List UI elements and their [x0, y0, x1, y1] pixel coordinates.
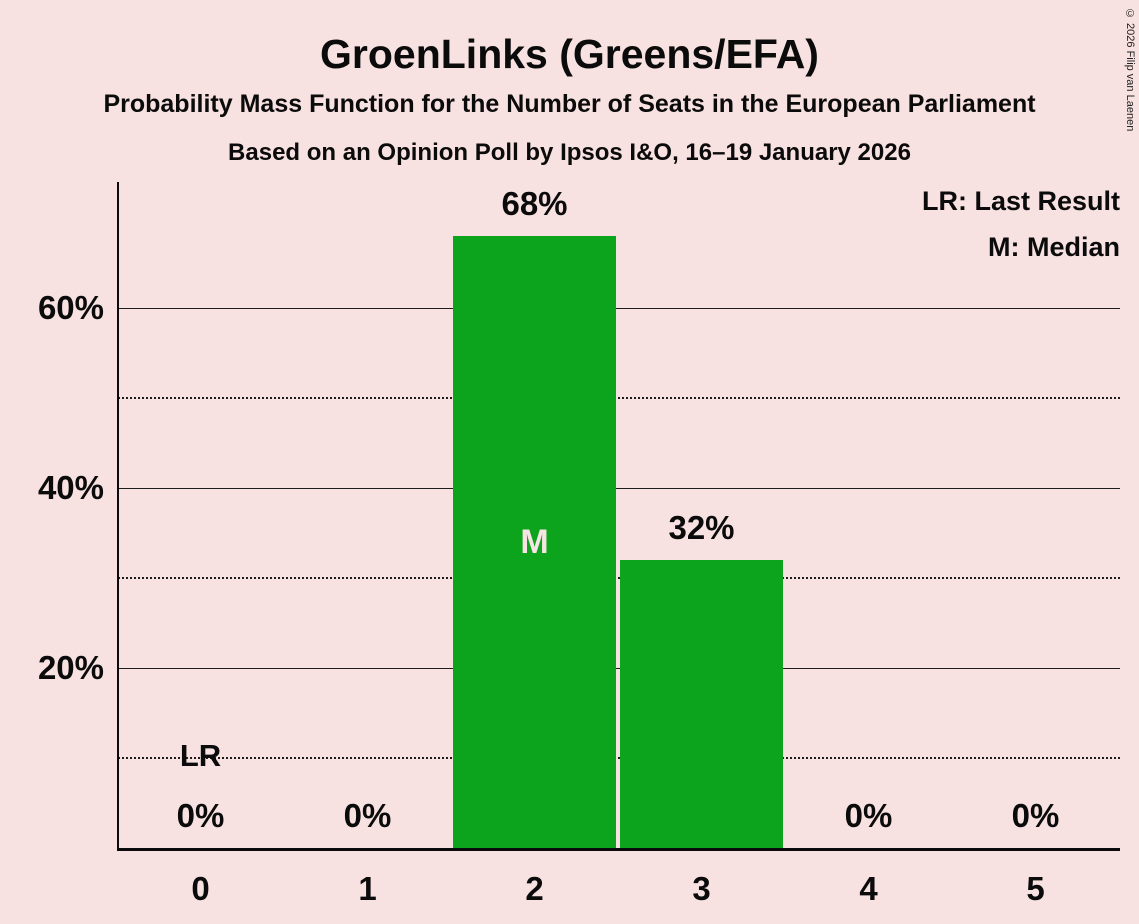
y-axis-line: [117, 182, 119, 850]
x-tick-label: 3: [692, 870, 711, 907]
bar-value-label: 68%: [501, 185, 568, 222]
gridline-dotted: [118, 577, 1120, 579]
gridline-dotted: [118, 757, 1120, 759]
chart-subtitle-1: Probability Mass Function for the Number…: [103, 90, 1036, 118]
bar-value-label: 32%: [668, 509, 735, 546]
y-tick-label: 60%: [37, 289, 104, 326]
gridline-dotted: [118, 397, 1120, 399]
x-tick-label: 1: [358, 870, 377, 907]
x-axis-line: [117, 848, 1120, 851]
bar-seat-3: [620, 560, 783, 848]
x-tick-label: 5: [1026, 870, 1045, 907]
legend-median: M: Median: [988, 232, 1120, 262]
bar-value-label: 0%: [1011, 797, 1060, 834]
y-tick-label: 20%: [37, 649, 104, 686]
copyright-text: © 2026 Filip van Laenen: [1124, 8, 1136, 132]
last-result-marker: LR: [179, 738, 222, 773]
gridline-solid: [118, 487, 1120, 489]
gridline-solid: [118, 307, 1120, 309]
gridline-solid: [118, 667, 1120, 669]
x-tick-label: 0: [191, 870, 210, 907]
y-tick-label: 40%: [37, 469, 104, 506]
chart-title: GroenLinks (Greens/EFA): [320, 31, 819, 77]
bar-value-label: 0%: [343, 797, 392, 834]
x-tick-label: 2: [525, 870, 544, 907]
median-marker: M: [520, 523, 549, 561]
bar-value-label: 0%: [844, 797, 893, 834]
chart-subtitle-2: Based on an Opinion Poll by Ipsos I&O, 1…: [228, 139, 911, 166]
chart-legend: LR: Last Result M: Median: [922, 178, 1120, 270]
legend-last-result: LR: Last Result: [921, 186, 1120, 216]
bar-seat-2: [453, 236, 616, 848]
x-tick-label: 4: [859, 870, 878, 907]
bar-value-label: 0%: [176, 797, 225, 834]
